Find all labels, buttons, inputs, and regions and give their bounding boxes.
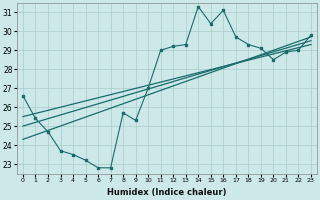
X-axis label: Humidex (Indice chaleur): Humidex (Indice chaleur)	[107, 188, 227, 197]
